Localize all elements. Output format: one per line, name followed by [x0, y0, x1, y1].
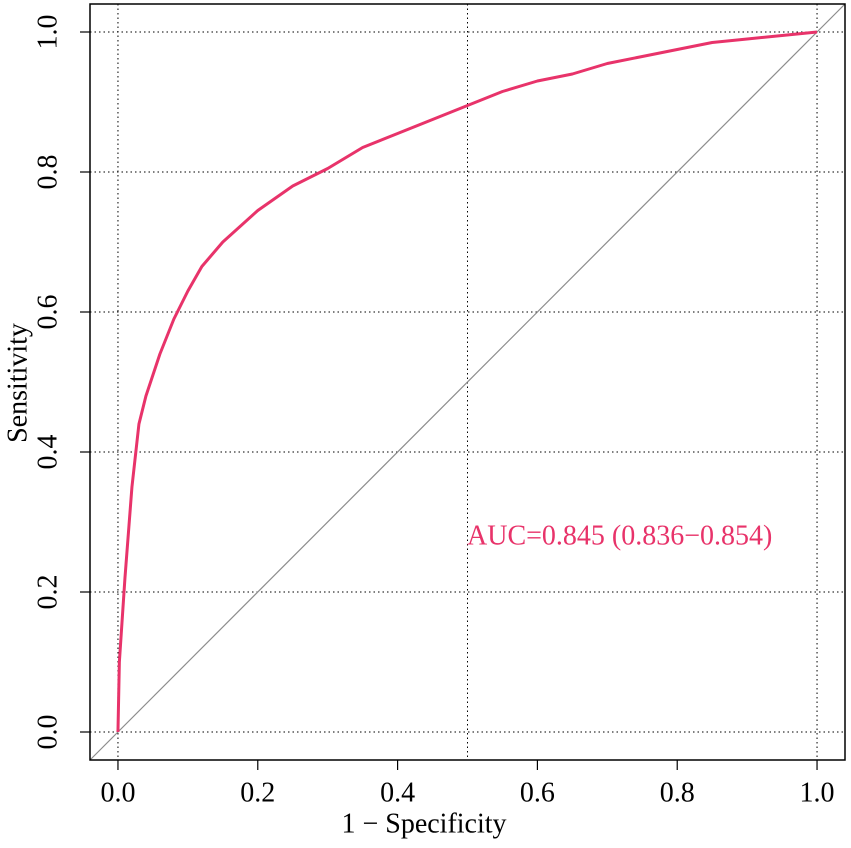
annotation: AUC=0.845 (0.836−0.854) — [467, 520, 772, 551]
y-tick-label: 1.0 — [32, 15, 63, 50]
y-tick-label: 0.0 — [32, 715, 63, 750]
roc-curve — [116, 30, 818, 733]
x-tick-label: 1.0 — [800, 777, 835, 808]
reference-line — [89, 3, 846, 761]
x-tick-label: 0.8 — [660, 777, 695, 808]
x-tick-label: 0.0 — [100, 777, 135, 808]
x-tick-label: 0.6 — [520, 777, 555, 808]
y-tick-label: 0.2 — [32, 575, 63, 610]
x-tick-label: 0.2 — [240, 777, 275, 808]
y-tick-label: 0.6 — [32, 295, 63, 330]
y-tick-label: 0.4 — [32, 435, 63, 470]
x-axis-label: 1 − Specificity — [341, 808, 506, 839]
y-axis-label: Sensitivity — [2, 323, 33, 443]
x-tick-label: 0.4 — [380, 777, 415, 808]
plot-frame — [89, 3, 846, 761]
y-tick-label: 0.8 — [32, 155, 63, 190]
